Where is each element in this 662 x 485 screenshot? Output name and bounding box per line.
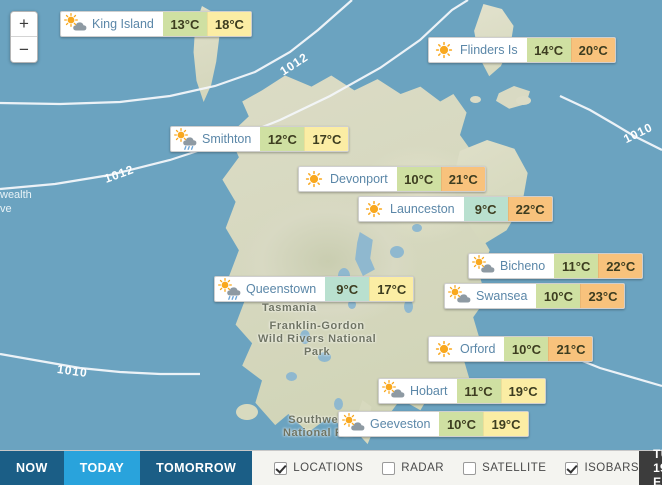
land-region-label: Franklin-Gordon Wild Rivers National Par…: [258, 320, 377, 358]
temp-min-value: 11°C: [456, 379, 501, 403]
location-callout-swansea[interactable]: Swansea 10°C 23°C: [444, 283, 626, 309]
temp-max-value: 19°C: [483, 412, 528, 436]
temp-min-value: 10°C: [536, 284, 581, 308]
location-name: Geeveston: [370, 417, 431, 431]
temp-max-value: 22°C: [507, 197, 552, 221]
temp-max-value: 19°C: [500, 379, 545, 403]
location-name: Hobart: [410, 384, 448, 398]
location-name: Orford: [460, 342, 496, 356]
temp-max-value: 23°C: [580, 284, 625, 308]
temp-max-value: 17°C: [369, 277, 414, 301]
sun-icon: [359, 197, 389, 221]
landmass-islet-2: [470, 96, 481, 103]
lake: [412, 224, 422, 232]
time-button-today[interactable]: TODAY: [63, 451, 141, 485]
temp-max-value: 20°C: [570, 38, 615, 62]
location-name: King Island: [92, 17, 154, 31]
layer-toggle-radar[interactable]: RADAR: [382, 461, 445, 475]
landmass-southwest-islet: [236, 404, 258, 420]
zoom-in-button[interactable]: +: [11, 12, 37, 37]
location-callout-bicheno[interactable]: Bicheno 11°C 22°C: [468, 253, 644, 279]
clock-readout: TUE 19:03 EDT: [639, 447, 662, 485]
location-callout-geeveston[interactable]: Geeveston 10°C 19°C: [338, 411, 529, 437]
temp-max-value: 18°C: [206, 12, 251, 36]
time-range-buttons: NOW TODAY TOMORROW: [0, 451, 253, 485]
lake: [404, 300, 413, 313]
lake: [334, 398, 343, 410]
sun-cloud-icon: [379, 379, 409, 403]
checkbox-radar[interactable]: [382, 461, 396, 475]
temp-max-value: 22°C: [598, 254, 643, 278]
location-callout-hobart[interactable]: Hobart 11°C 19°C: [378, 378, 546, 404]
location-callout-devonport[interactable]: Devonport 10°C 21°C: [298, 166, 486, 192]
bottom-toolbar: NOW TODAY TOMORROW LOCATIONS RADAR SATELLITE…: [0, 447, 662, 485]
temp-max-value: 21°C: [440, 167, 485, 191]
temp-min-value: 11°C: [554, 254, 599, 278]
sun-cloud-icon: [339, 412, 369, 436]
temp-min-value: 9°C: [463, 197, 508, 221]
temp-min-value: 10°C: [504, 337, 549, 361]
location-name: Smithton: [202, 132, 252, 146]
layer-label: LOCATIONS: [293, 462, 364, 474]
location-callout-king-island[interactable]: King Island 13°C 18°C: [60, 11, 252, 37]
layer-toggle-locations[interactable]: LOCATIONS: [274, 461, 364, 475]
sun-cloud-icon: [61, 12, 91, 36]
location-name: Devonport: [330, 172, 388, 186]
location-name: Queenstown: [246, 282, 317, 296]
location-name: Flinders Is: [460, 43, 518, 57]
zoom-out-button[interactable]: −: [11, 37, 37, 62]
location-callout-orford[interactable]: Orford 10°C 21°C: [428, 336, 594, 362]
sun-icon: [429, 337, 459, 361]
location-callout-launceston[interactable]: Launceston 9°C 22°C: [358, 196, 553, 222]
lake: [355, 232, 375, 276]
time-button-now[interactable]: NOW: [0, 451, 64, 485]
temp-max-value: 21°C: [548, 337, 593, 361]
time-button-tomorrow[interactable]: TOMORROW: [140, 451, 253, 485]
temp-max-value: 17°C: [304, 127, 349, 151]
temp-min-value: 10°C: [439, 412, 484, 436]
sun-icon: [299, 167, 329, 191]
lake: [300, 330, 310, 344]
layer-label: SATELLITE: [482, 462, 547, 474]
sea-region-label: wealth ve: [0, 189, 32, 215]
lake: [286, 372, 297, 381]
location-name: Bicheno: [500, 259, 546, 273]
layer-toggle-satellite[interactable]: SATELLITE: [463, 461, 547, 475]
lake: [348, 300, 356, 309]
location-callout-smithton[interactable]: Smithton 12°C 17°C: [170, 126, 350, 152]
sun-cloud-icon: [445, 284, 475, 308]
location-callout-queenstown[interactable]: Queenstown 9°C 17°C: [214, 276, 415, 302]
sun-rain-cloud-icon: [215, 277, 245, 301]
layer-toggles: LOCATIONS RADAR SATELLITE ISOBARS: [252, 451, 640, 485]
lake: [318, 352, 331, 362]
checkbox-isobars[interactable]: [565, 461, 579, 475]
temp-min-value: 14°C: [526, 38, 571, 62]
map-canvas[interactable]: 1012 1012 1010 1010 wealth ve Tasmania Frank…: [0, 0, 662, 450]
checkbox-satellite[interactable]: [463, 461, 477, 475]
checkbox-locations[interactable]: [274, 461, 288, 475]
temp-min-value: 13°C: [162, 12, 207, 36]
location-name: Launceston: [390, 202, 455, 216]
landmass-islet-1: [516, 96, 531, 105]
lake: [390, 246, 404, 258]
layer-toggle-isobars[interactable]: ISOBARS: [565, 461, 640, 475]
layer-label: RADAR: [401, 462, 445, 474]
layer-label: ISOBARS: [584, 462, 640, 474]
sun-icon: [429, 38, 459, 62]
temp-min-value: 9°C: [325, 277, 370, 301]
zoom-control[interactable]: + −: [10, 11, 38, 63]
sun-cloud-icon: [469, 254, 499, 278]
temp-min-value: 12°C: [260, 127, 305, 151]
location-name: Swansea: [476, 289, 528, 303]
location-callout-flinders-is[interactable]: Flinders Is 14°C 20°C: [428, 37, 616, 63]
sun-rain-cloud-icon: [171, 127, 201, 151]
land-region-label: Tasmania: [262, 302, 317, 314]
temp-min-value: 10°C: [396, 167, 441, 191]
